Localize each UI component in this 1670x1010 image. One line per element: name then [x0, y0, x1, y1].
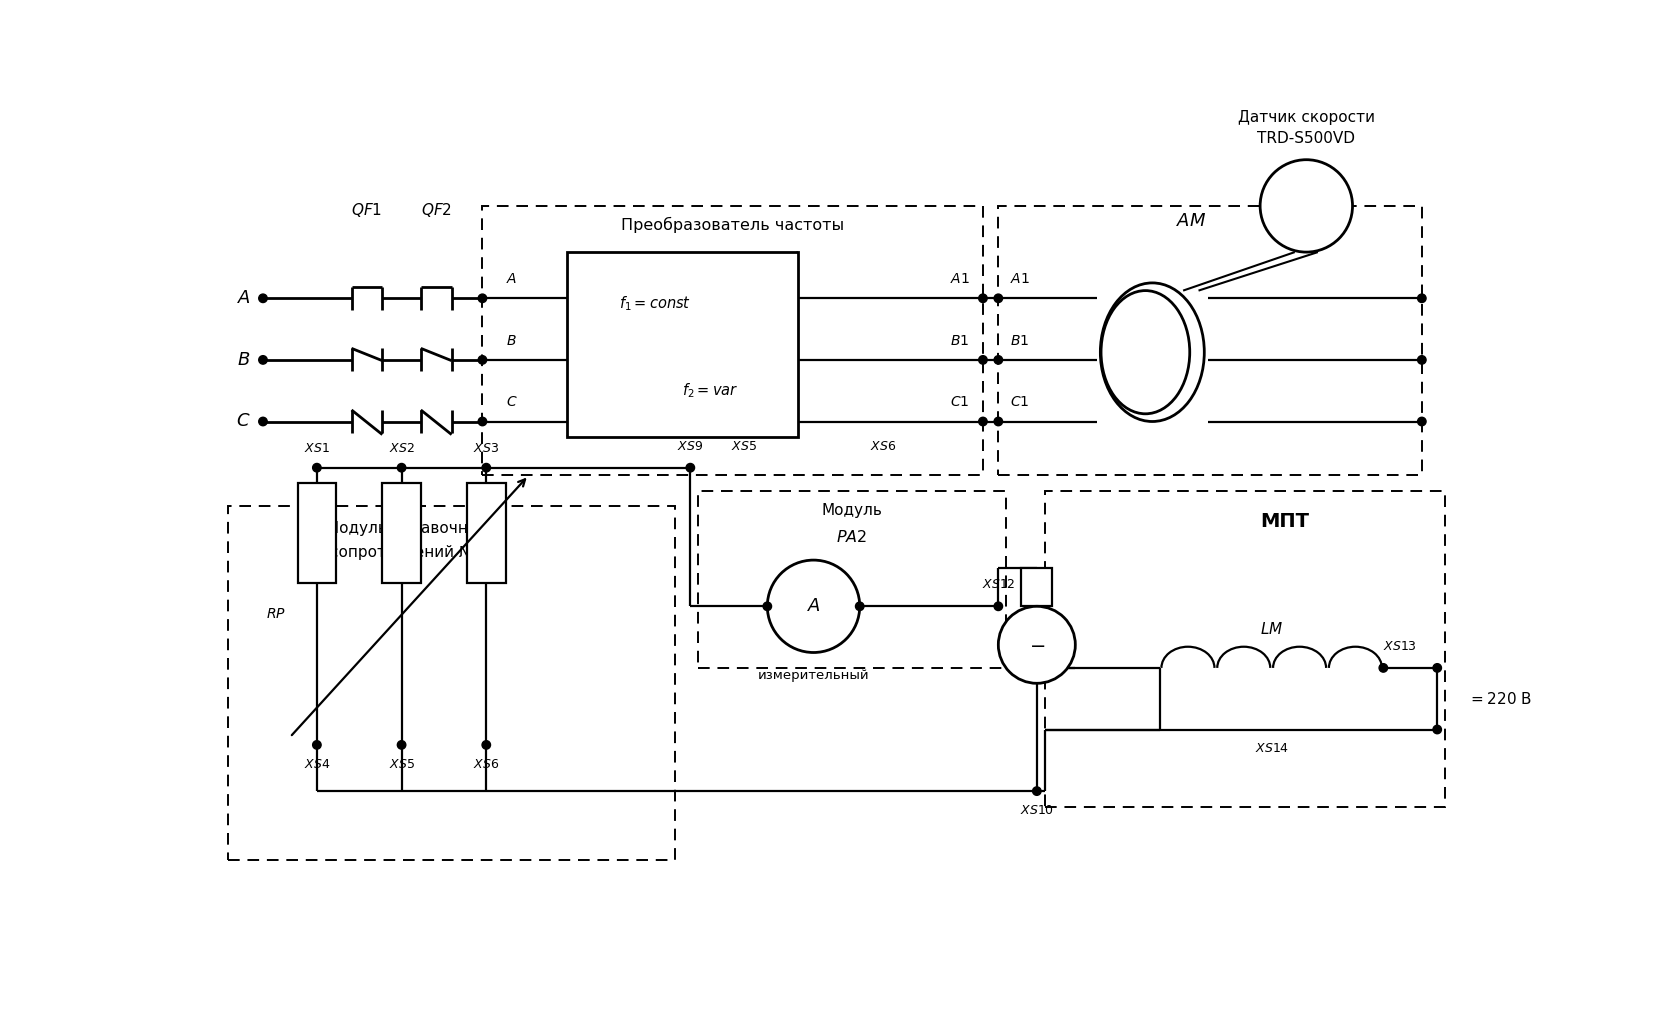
- Text: измерительный: измерительный: [758, 669, 870, 682]
- Text: $B$: $B$: [506, 333, 516, 347]
- Circle shape: [478, 294, 486, 303]
- Text: $XS9$: $XS9$: [678, 439, 703, 452]
- Text: $-$: $-$: [1029, 636, 1045, 653]
- Circle shape: [483, 464, 491, 472]
- Circle shape: [1418, 294, 1426, 303]
- Text: МПТ: МПТ: [1261, 512, 1309, 531]
- Circle shape: [767, 561, 860, 652]
- Circle shape: [994, 356, 1002, 365]
- Text: $B1$: $B1$: [1010, 333, 1029, 347]
- Text: $XS2$: $XS2$: [389, 442, 414, 454]
- Text: $XS3$: $XS3$: [473, 442, 499, 454]
- Bar: [568, 252, 798, 437]
- Circle shape: [478, 417, 486, 426]
- Text: $LM$: $LM$: [1261, 621, 1283, 637]
- Circle shape: [478, 356, 486, 365]
- Text: $A1$: $A1$: [1010, 272, 1030, 286]
- Text: $= 220\ \text{В}$: $= 220\ \text{В}$: [1468, 691, 1531, 707]
- Bar: [229, 506, 675, 861]
- Text: $XS5$: $XS5$: [389, 758, 414, 771]
- Circle shape: [994, 602, 1002, 610]
- Ellipse shape: [1101, 283, 1204, 421]
- Circle shape: [979, 417, 987, 426]
- Circle shape: [259, 356, 267, 365]
- Text: $XS6$: $XS6$: [870, 439, 895, 452]
- Text: $XS4$: $XS4$: [304, 758, 331, 771]
- Text: $BV$: $BV$: [1294, 197, 1319, 214]
- Text: $QF1$: $QF1$: [351, 201, 382, 219]
- Text: $XS14$: $XS14$: [1254, 742, 1289, 755]
- Text: $f_2 = var$: $f_2 = var$: [681, 382, 738, 400]
- Circle shape: [312, 740, 321, 749]
- Text: $\sim$: $\sim$: [1137, 342, 1159, 362]
- Bar: [1022, 568, 1052, 606]
- Circle shape: [763, 602, 772, 610]
- Bar: [468, 483, 506, 583]
- Text: $B1$: $B1$: [950, 333, 969, 347]
- Text: $A$: $A$: [237, 289, 250, 307]
- Ellipse shape: [1101, 291, 1189, 414]
- Text: Модуль: Модуль: [822, 503, 882, 517]
- Text: $C$: $C$: [506, 395, 518, 409]
- Circle shape: [483, 740, 491, 749]
- Text: $A1$: $A1$: [950, 272, 970, 286]
- Circle shape: [999, 606, 1075, 684]
- Circle shape: [259, 417, 267, 426]
- Text: $XS10$: $XS10$: [1020, 804, 1054, 817]
- Circle shape: [1418, 356, 1426, 365]
- Text: Преобразователь частоты: Преобразователь частоты: [621, 217, 845, 233]
- Bar: [999, 206, 1421, 476]
- Text: $XS1$: $XS1$: [304, 442, 329, 454]
- Bar: [297, 483, 336, 583]
- Bar: [382, 483, 421, 583]
- Text: Датчик скорости: Датчик скорости: [1237, 110, 1374, 125]
- Text: $A$: $A$: [807, 597, 820, 615]
- Text: $QF2$: $QF2$: [421, 201, 451, 219]
- Circle shape: [1418, 417, 1426, 426]
- Circle shape: [397, 464, 406, 472]
- Text: $B$: $B$: [237, 350, 250, 369]
- Circle shape: [979, 294, 987, 303]
- Text: $C1$: $C1$: [950, 395, 970, 409]
- Text: $f_1 = const$: $f_1 = const$: [620, 295, 691, 313]
- Bar: [483, 206, 984, 476]
- Text: сопротивлений №1: сопротивлений №1: [329, 545, 484, 560]
- Text: Модуль добавочных: Модуль добавочных: [326, 520, 488, 536]
- Circle shape: [1433, 725, 1441, 733]
- Text: $C$: $C$: [237, 412, 250, 430]
- Text: $XS12$: $XS12$: [982, 579, 1015, 591]
- Circle shape: [994, 417, 1002, 426]
- Text: $C1$: $C1$: [1010, 395, 1029, 409]
- Circle shape: [1433, 664, 1441, 672]
- Text: $RP$: $RP$: [266, 607, 286, 621]
- Circle shape: [979, 356, 987, 365]
- Bar: [698, 491, 1005, 668]
- Circle shape: [1261, 160, 1353, 252]
- Circle shape: [994, 294, 1002, 303]
- Text: $XS5$: $XS5$: [731, 439, 757, 452]
- Text: TRD-S500VD: TRD-S500VD: [1258, 130, 1356, 145]
- Circle shape: [1379, 664, 1388, 672]
- Circle shape: [397, 740, 406, 749]
- Text: $A$: $A$: [506, 272, 516, 286]
- Text: $XS13$: $XS13$: [1383, 640, 1418, 652]
- Circle shape: [259, 294, 267, 303]
- Circle shape: [1032, 787, 1040, 795]
- Text: $XS6$: $XS6$: [473, 758, 499, 771]
- Circle shape: [686, 464, 695, 472]
- Text: $AM$: $AM$: [1176, 212, 1206, 230]
- Circle shape: [312, 464, 321, 472]
- Bar: [1044, 491, 1445, 807]
- Text: $PA2$: $PA2$: [837, 528, 868, 545]
- Circle shape: [855, 602, 863, 610]
